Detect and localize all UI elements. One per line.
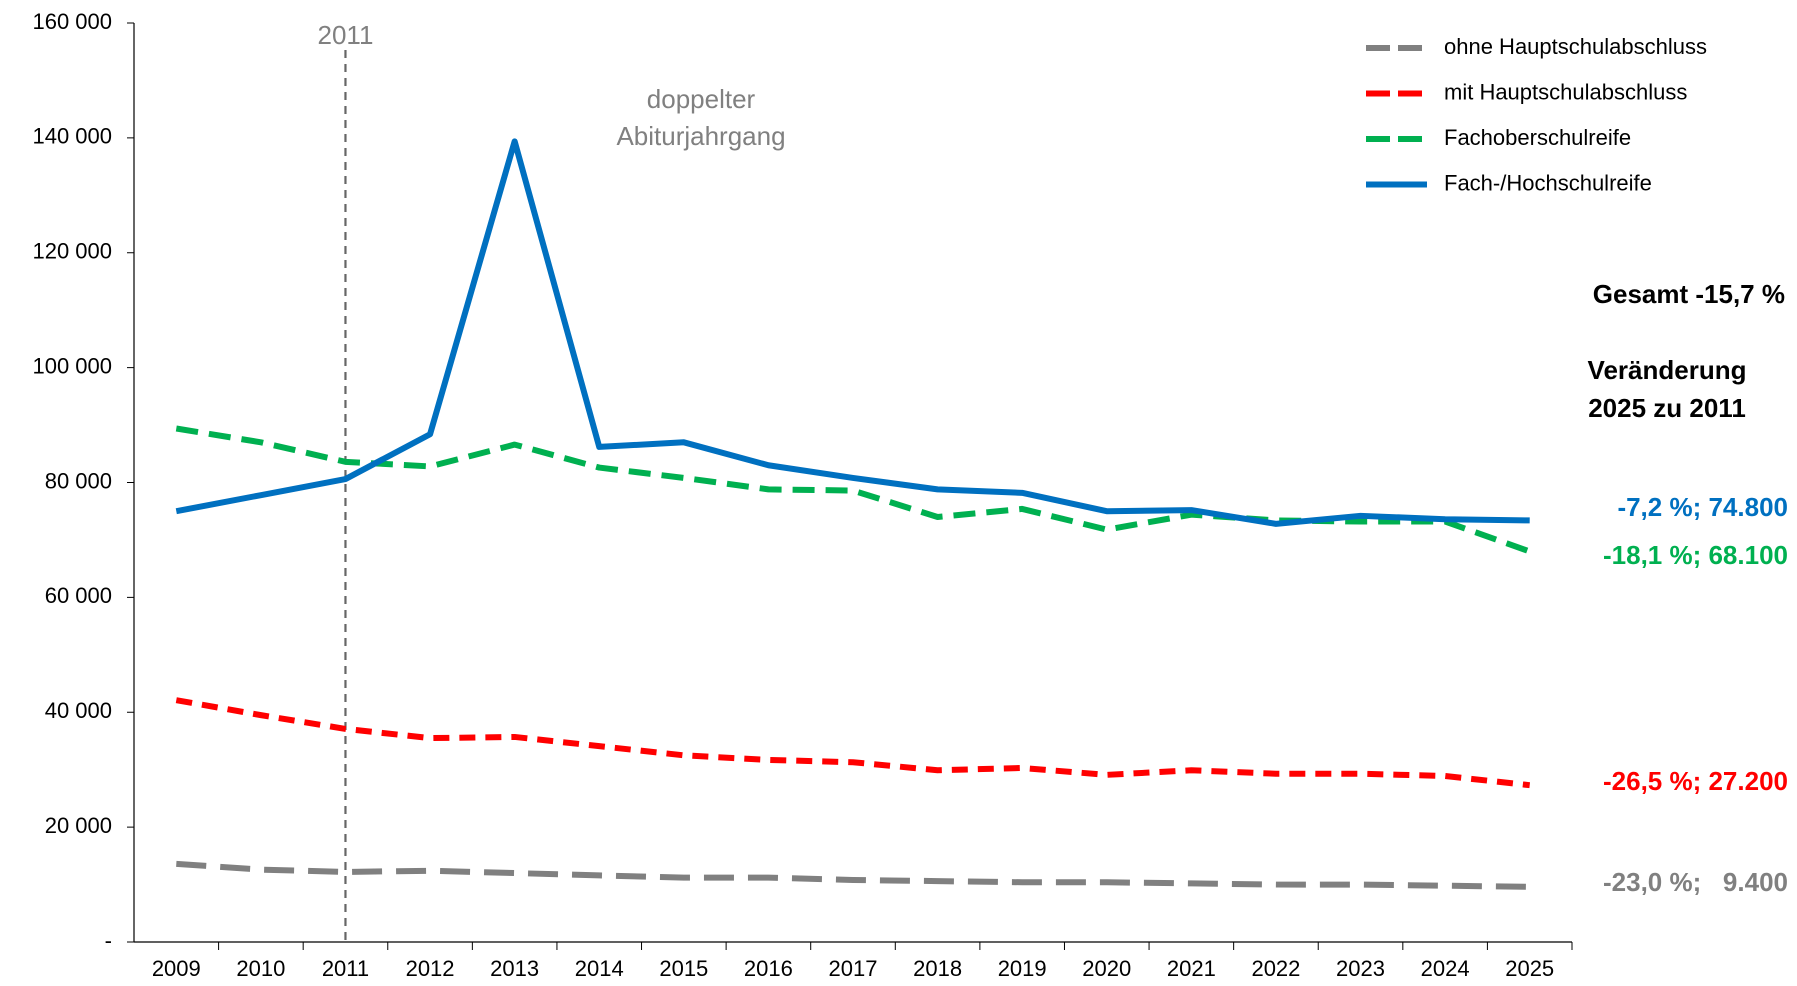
x-tick-label: 2015	[659, 956, 708, 981]
x-tick-label: 2014	[575, 956, 624, 981]
y-tick-label: 20 000	[45, 813, 112, 838]
y-tick-label: 140 000	[32, 124, 112, 149]
y-tick-label: 100 000	[32, 353, 112, 378]
end-label: -26,5 %; 27.200	[1603, 766, 1788, 796]
y-tick-label: 60 000	[45, 583, 112, 608]
x-tick-label: 2009	[152, 956, 201, 981]
y-tick-label: 40 000	[45, 698, 112, 723]
x-tick-label: 2010	[236, 956, 285, 981]
end-label: -18,1 %; 68.100	[1603, 540, 1788, 570]
series-line	[175, 425, 1531, 555]
y-tick-label: -	[105, 928, 112, 953]
end-label: -7,2 %; 74.800	[1617, 492, 1788, 522]
change-label: Veränderung	[1588, 355, 1747, 385]
x-tick-label: 2023	[1336, 956, 1385, 981]
x-tick-label: 2017	[829, 956, 878, 981]
x-tick-label: 2013	[490, 956, 539, 981]
annotation: Abiturjahrgang	[616, 121, 785, 151]
marker-label: 2011	[318, 20, 374, 50]
x-tick-label: 2019	[998, 956, 1047, 981]
change-label: 2025 zu 2011	[1588, 393, 1746, 423]
legend-label: Fach-/Hochschulreife	[1444, 170, 1652, 195]
y-tick-label: 160 000	[32, 9, 112, 34]
legend-label: ohne Hauptschulabschluss	[1444, 34, 1707, 59]
y-tick-label: 120 000	[32, 239, 112, 264]
x-tick-label: 2024	[1421, 956, 1470, 981]
x-tick-label: 2021	[1167, 956, 1216, 981]
series-line	[176, 860, 1530, 890]
total-label: Gesamt -15,7 %	[1593, 279, 1785, 309]
end-label: -23,0 %; 9.400	[1603, 867, 1788, 897]
x-tick-label: 2016	[744, 956, 793, 981]
y-tick-label: 80 000	[45, 468, 112, 493]
annotation: doppelter	[647, 84, 756, 114]
x-tick-label: 2022	[1251, 956, 1300, 981]
series-line	[175, 138, 1530, 527]
x-tick-label: 2012	[406, 956, 455, 981]
legend-label: mit Hauptschulabschluss	[1444, 79, 1687, 104]
x-tick-label: 2025	[1505, 956, 1554, 981]
x-tick-label: 2011	[322, 956, 369, 981]
x-tick-label: 2018	[913, 956, 962, 981]
series-line	[175, 697, 1531, 789]
legend-label: Fachoberschulreife	[1444, 125, 1631, 150]
x-tick-label: 2020	[1082, 956, 1131, 981]
